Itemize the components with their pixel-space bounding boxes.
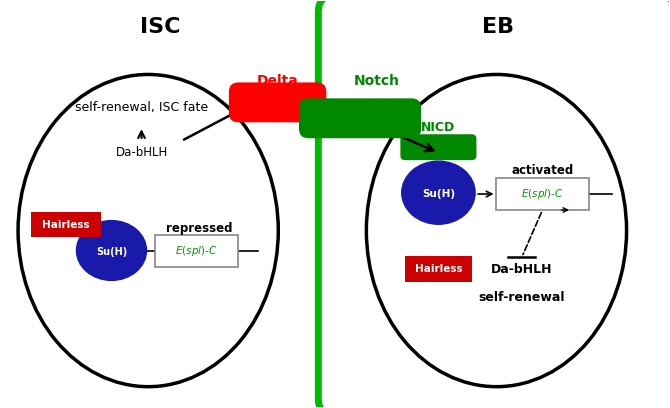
FancyBboxPatch shape: [318, 0, 670, 408]
Text: EB: EB: [482, 17, 515, 37]
Text: $E(spl)$-$C$: $E(spl)$-$C$: [176, 244, 218, 258]
Text: Su(H): Su(H): [422, 189, 455, 199]
FancyBboxPatch shape: [299, 98, 421, 138]
FancyBboxPatch shape: [155, 235, 239, 267]
Text: $E(spl)$-$C$: $E(spl)$-$C$: [521, 187, 563, 201]
FancyBboxPatch shape: [31, 212, 101, 237]
Ellipse shape: [18, 75, 278, 387]
Text: activated: activated: [511, 164, 574, 177]
Text: repressed: repressed: [166, 222, 232, 235]
Text: self-renewal, ISC fate: self-renewal, ISC fate: [75, 101, 208, 114]
Text: Da-bHLH: Da-bHLH: [115, 146, 168, 160]
Text: Hairless: Hairless: [42, 220, 90, 230]
Text: Delta: Delta: [257, 74, 299, 88]
Ellipse shape: [366, 75, 626, 387]
Text: self-renewal: self-renewal: [478, 290, 565, 304]
Text: Da-bHLH: Da-bHLH: [491, 263, 553, 275]
Text: NICD: NICD: [421, 121, 456, 134]
Ellipse shape: [402, 161, 475, 224]
Text: Notch: Notch: [353, 74, 399, 88]
FancyBboxPatch shape: [401, 134, 476, 160]
Ellipse shape: [76, 221, 147, 280]
Text: ISC: ISC: [140, 17, 180, 37]
FancyBboxPatch shape: [496, 178, 588, 210]
FancyBboxPatch shape: [0, 0, 330, 408]
Text: Hairless: Hairless: [415, 264, 462, 274]
Text: Su(H): Su(H): [96, 248, 127, 257]
FancyBboxPatch shape: [229, 82, 326, 122]
FancyBboxPatch shape: [405, 257, 472, 282]
